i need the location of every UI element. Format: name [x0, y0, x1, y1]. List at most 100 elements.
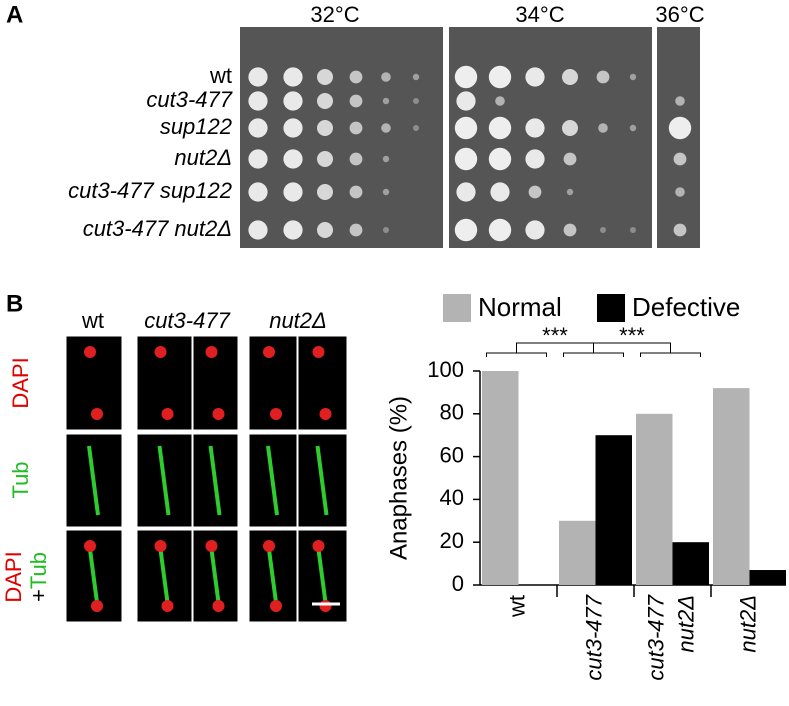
nucleus: [84, 540, 96, 552]
colony-spot: [454, 65, 478, 89]
colony-spot: [383, 227, 389, 233]
colony-spot: [454, 116, 478, 140]
colony-spot: [562, 120, 578, 136]
nucleus: [154, 540, 167, 552]
colony-spot: [349, 152, 363, 166]
colony-spot: [382, 155, 390, 163]
y-tick-label: 80: [440, 400, 464, 425]
panel-label: B: [6, 290, 23, 317]
bar: [559, 520, 596, 585]
nucleus: [270, 408, 282, 420]
column-label: nut2Δ: [269, 308, 327, 333]
temperature-label: 32°C: [310, 2, 359, 27]
label-part: Tub: [26, 552, 51, 589]
colony-spot: [630, 227, 636, 233]
nucleus: [212, 600, 225, 612]
colony-spot: [283, 182, 303, 202]
colony-spot: [317, 184, 333, 200]
colony-spot: [454, 147, 478, 171]
y-tick-label: 100: [427, 357, 464, 382]
x-tick-label: wt: [504, 595, 529, 618]
strain-label: cut3-477 nut2Δ: [83, 216, 232, 241]
spindle: [157, 541, 171, 611]
colony-spot: [317, 151, 333, 167]
y-tick-label: 0: [452, 571, 464, 596]
colony-spot: [381, 72, 391, 82]
strain-label: nut2Δ: [174, 145, 232, 170]
column-label: cut3-477: [144, 308, 230, 333]
spindle: [266, 445, 279, 516]
colony-spot: [382, 97, 390, 105]
significance-bracket: [563, 342, 701, 357]
colony-spot: [488, 218, 512, 242]
row-label: DAPI: [1, 551, 26, 602]
colony-spot: [600, 227, 606, 233]
nucleus: [154, 346, 167, 358]
colony-spot: [283, 149, 303, 169]
x-tick-label: nut2Δ: [735, 595, 760, 653]
colony-spot: [381, 123, 391, 133]
row-label: +Tub: [26, 552, 51, 602]
colony-spot: [349, 185, 363, 199]
legend-swatch: [443, 294, 471, 322]
temperature-label: 36°C: [655, 2, 704, 27]
colony-spot: [382, 188, 390, 196]
colony-spot: [349, 70, 363, 84]
strain-label: sup122: [160, 114, 232, 139]
colony-spot: [317, 69, 333, 85]
nucleus: [270, 600, 282, 612]
y-tick-label: 20: [440, 528, 464, 553]
colony-spot: [488, 116, 512, 140]
nucleus: [91, 408, 103, 420]
spindle: [266, 541, 279, 611]
colony-spot: [562, 69, 578, 85]
legend-label: Normal: [478, 292, 562, 322]
colony-spot: [454, 218, 478, 242]
temperature-label: 34°C: [515, 2, 564, 27]
x-tick-label: cut3-477: [643, 594, 668, 680]
colony-spot: [283, 118, 303, 138]
bar: [749, 570, 786, 585]
spindle: [315, 541, 329, 611]
colony-spot: [248, 118, 268, 138]
colony-spot: [349, 94, 363, 108]
nucleus: [212, 408, 225, 420]
colony-spot: [675, 187, 685, 197]
plate: [240, 27, 443, 248]
x-tick-label: nut2Δ: [673, 595, 698, 653]
colony-spot: [248, 149, 268, 169]
colony-spot: [495, 96, 505, 106]
colony-spot: [317, 222, 333, 238]
nucleus: [319, 408, 332, 420]
colony-spot: [629, 124, 637, 132]
colony-spot: [563, 223, 577, 237]
row-label: Tub: [8, 461, 33, 498]
colony-spot: [596, 70, 610, 84]
spindle: [87, 541, 100, 611]
colony-spot: [598, 123, 608, 133]
significance-label: ***: [542, 323, 568, 348]
label-part: +: [26, 589, 51, 602]
colony-spot: [413, 98, 419, 104]
nucleus: [312, 540, 325, 552]
nucleus: [205, 346, 218, 358]
strain-label: cut3-477 sup122: [68, 178, 232, 203]
nucleus: [312, 346, 325, 358]
colony-spot: [248, 220, 268, 240]
y-axis-label: Anaphases (%): [385, 396, 412, 560]
nucleus: [263, 346, 275, 358]
colony-spot: [248, 182, 268, 202]
colony-spot: [488, 147, 512, 171]
colony-spot: [525, 67, 545, 87]
colony-spot: [317, 93, 333, 109]
column-label: wt: [81, 308, 104, 333]
bar: [482, 371, 519, 585]
colony-spot: [283, 220, 303, 240]
spindle: [87, 445, 100, 516]
colony-spot: [412, 73, 420, 81]
strain-label: cut3-477: [146, 87, 232, 112]
legend-swatch: [597, 294, 625, 322]
colony-spot: [525, 118, 545, 138]
bar: [713, 388, 750, 585]
colony-spot: [349, 121, 363, 135]
